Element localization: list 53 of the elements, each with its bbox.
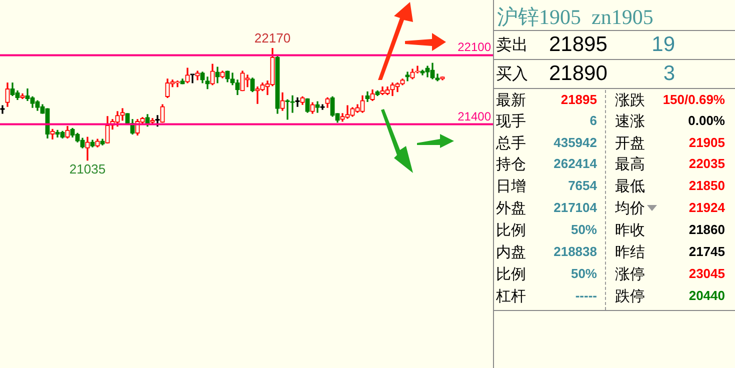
text: 21924 <box>688 200 725 215</box>
text: 最低 <box>615 177 645 196</box>
text: 涨跌 <box>615 91 645 110</box>
ref-line-label: 21400 <box>458 109 492 124</box>
text: 涨停 <box>615 265 645 284</box>
text: 21745 <box>688 244 725 259</box>
text: 6 <box>590 113 597 128</box>
text: 卖出 <box>496 35 528 56</box>
text: 昨结 <box>615 243 645 262</box>
text: 开盘 <box>615 134 645 153</box>
text: 21895 <box>549 33 608 57</box>
text: 持仓 <box>496 155 526 174</box>
text: 均价 <box>615 199 645 218</box>
text: 比例 <box>496 221 526 240</box>
text: ----- <box>575 288 597 303</box>
text: 23045 <box>688 266 725 281</box>
text: 3 <box>663 62 675 86</box>
annotation: 21035 <box>69 161 106 176</box>
annotation: 22170 <box>254 30 291 46</box>
text: 22035 <box>688 156 725 171</box>
text: 262414 <box>554 156 597 171</box>
text: 昨收 <box>615 221 645 240</box>
text: 最新 <box>496 91 526 110</box>
text: 跌停 <box>615 287 645 306</box>
text: 外盘 <box>496 199 526 218</box>
text: 217104 <box>554 200 597 215</box>
ref-line-label: 22100 <box>458 40 492 54</box>
text: 速涨 <box>615 112 645 131</box>
text: 150/0.69% <box>662 92 725 107</box>
candlestick <box>0 105 5 114</box>
text: 19 <box>652 33 675 57</box>
text: 21860 <box>688 222 725 237</box>
text: 50% <box>570 222 597 237</box>
text: 50% <box>570 266 597 281</box>
text: 杠杆 <box>496 287 526 306</box>
text: 21890 <box>549 62 608 86</box>
candlestick <box>190 74 195 84</box>
text: 21895 <box>560 92 597 107</box>
text: 435942 <box>554 135 597 150</box>
text: 买入 <box>496 64 528 85</box>
text: 0.00% <box>688 113 725 128</box>
text: 现手 <box>496 112 526 131</box>
text: 21905 <box>688 135 725 150</box>
text: 218838 <box>554 244 597 259</box>
text: 总手 <box>496 134 526 153</box>
text: 内盘 <box>496 243 526 262</box>
text: 最高 <box>615 155 645 174</box>
text: 日增 <box>496 177 526 196</box>
text: 21850 <box>688 178 725 193</box>
text: 比例 <box>496 265 526 284</box>
text: 7654 <box>568 178 597 193</box>
text: 沪锌1905 zn1905 <box>497 4 654 31</box>
text: 20440 <box>688 288 725 303</box>
